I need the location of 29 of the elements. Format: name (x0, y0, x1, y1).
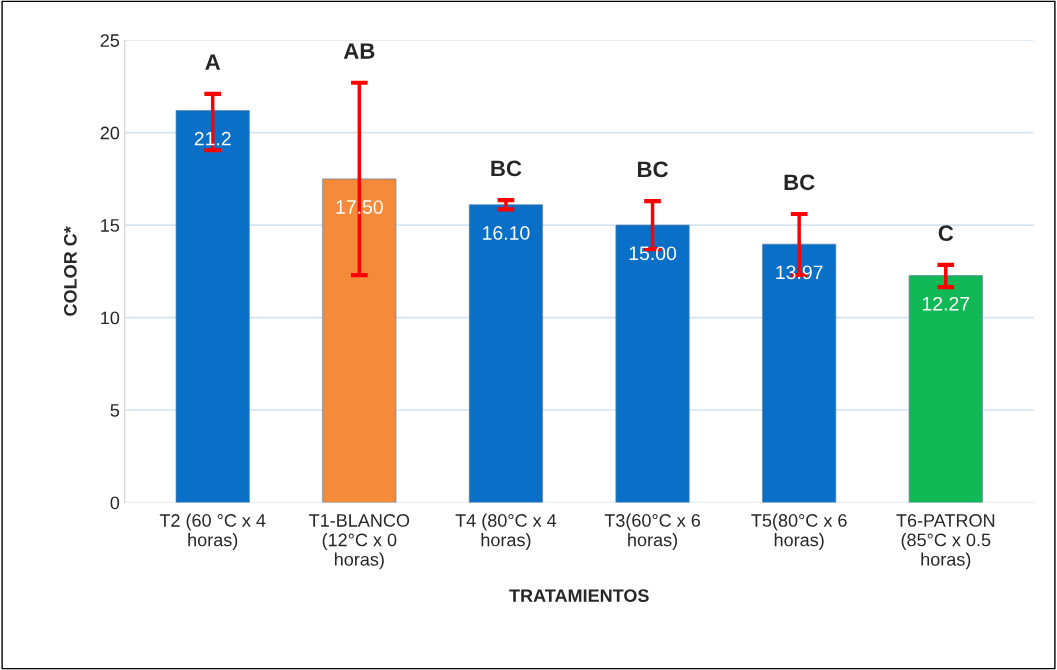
x-tick-label: T6-PATRON (85°C x 0.5 horas) (896, 514, 995, 570)
data-label: 15.00 (629, 246, 677, 261)
x-tick-label: T2 (60 °C x 4 horas) (159, 513, 266, 550)
annotation: BC (491, 160, 522, 177)
y-tick-label: 5 (110, 404, 120, 417)
data-label: 16.10 (483, 226, 530, 240)
data-label: 12.27 (922, 296, 970, 311)
annotation: BC (637, 161, 668, 178)
y-tick-label: 25 (100, 34, 120, 47)
x-axis-title: TRATAMIENTOS (509, 589, 649, 603)
x-tick-label: T4 (80°C x 4 horas) (455, 513, 557, 550)
y-tick-label: 0 (110, 496, 120, 510)
bar (615, 224, 690, 503)
y-tick-label: 20 (100, 126, 120, 140)
annotation: BC (784, 174, 815, 191)
bar (908, 275, 983, 503)
bar (468, 204, 543, 503)
annotation: AB (343, 43, 375, 59)
y-axis-title: COLOR C* (63, 226, 77, 316)
x-tick-label: T5(80°C x 6 horas) (751, 513, 847, 550)
annotation: A (205, 54, 221, 70)
annotation: C (938, 225, 954, 242)
bar (322, 178, 397, 503)
bar (175, 110, 250, 503)
y-tick-label: 15 (101, 219, 120, 232)
bar (762, 243, 837, 503)
x-tick-label: T1-BLANCO (12°C x 0 horas) (309, 514, 410, 570)
y-tick-label: 10 (101, 311, 120, 325)
x-tick-label: T3(60°C x 6 horas) (604, 513, 701, 550)
